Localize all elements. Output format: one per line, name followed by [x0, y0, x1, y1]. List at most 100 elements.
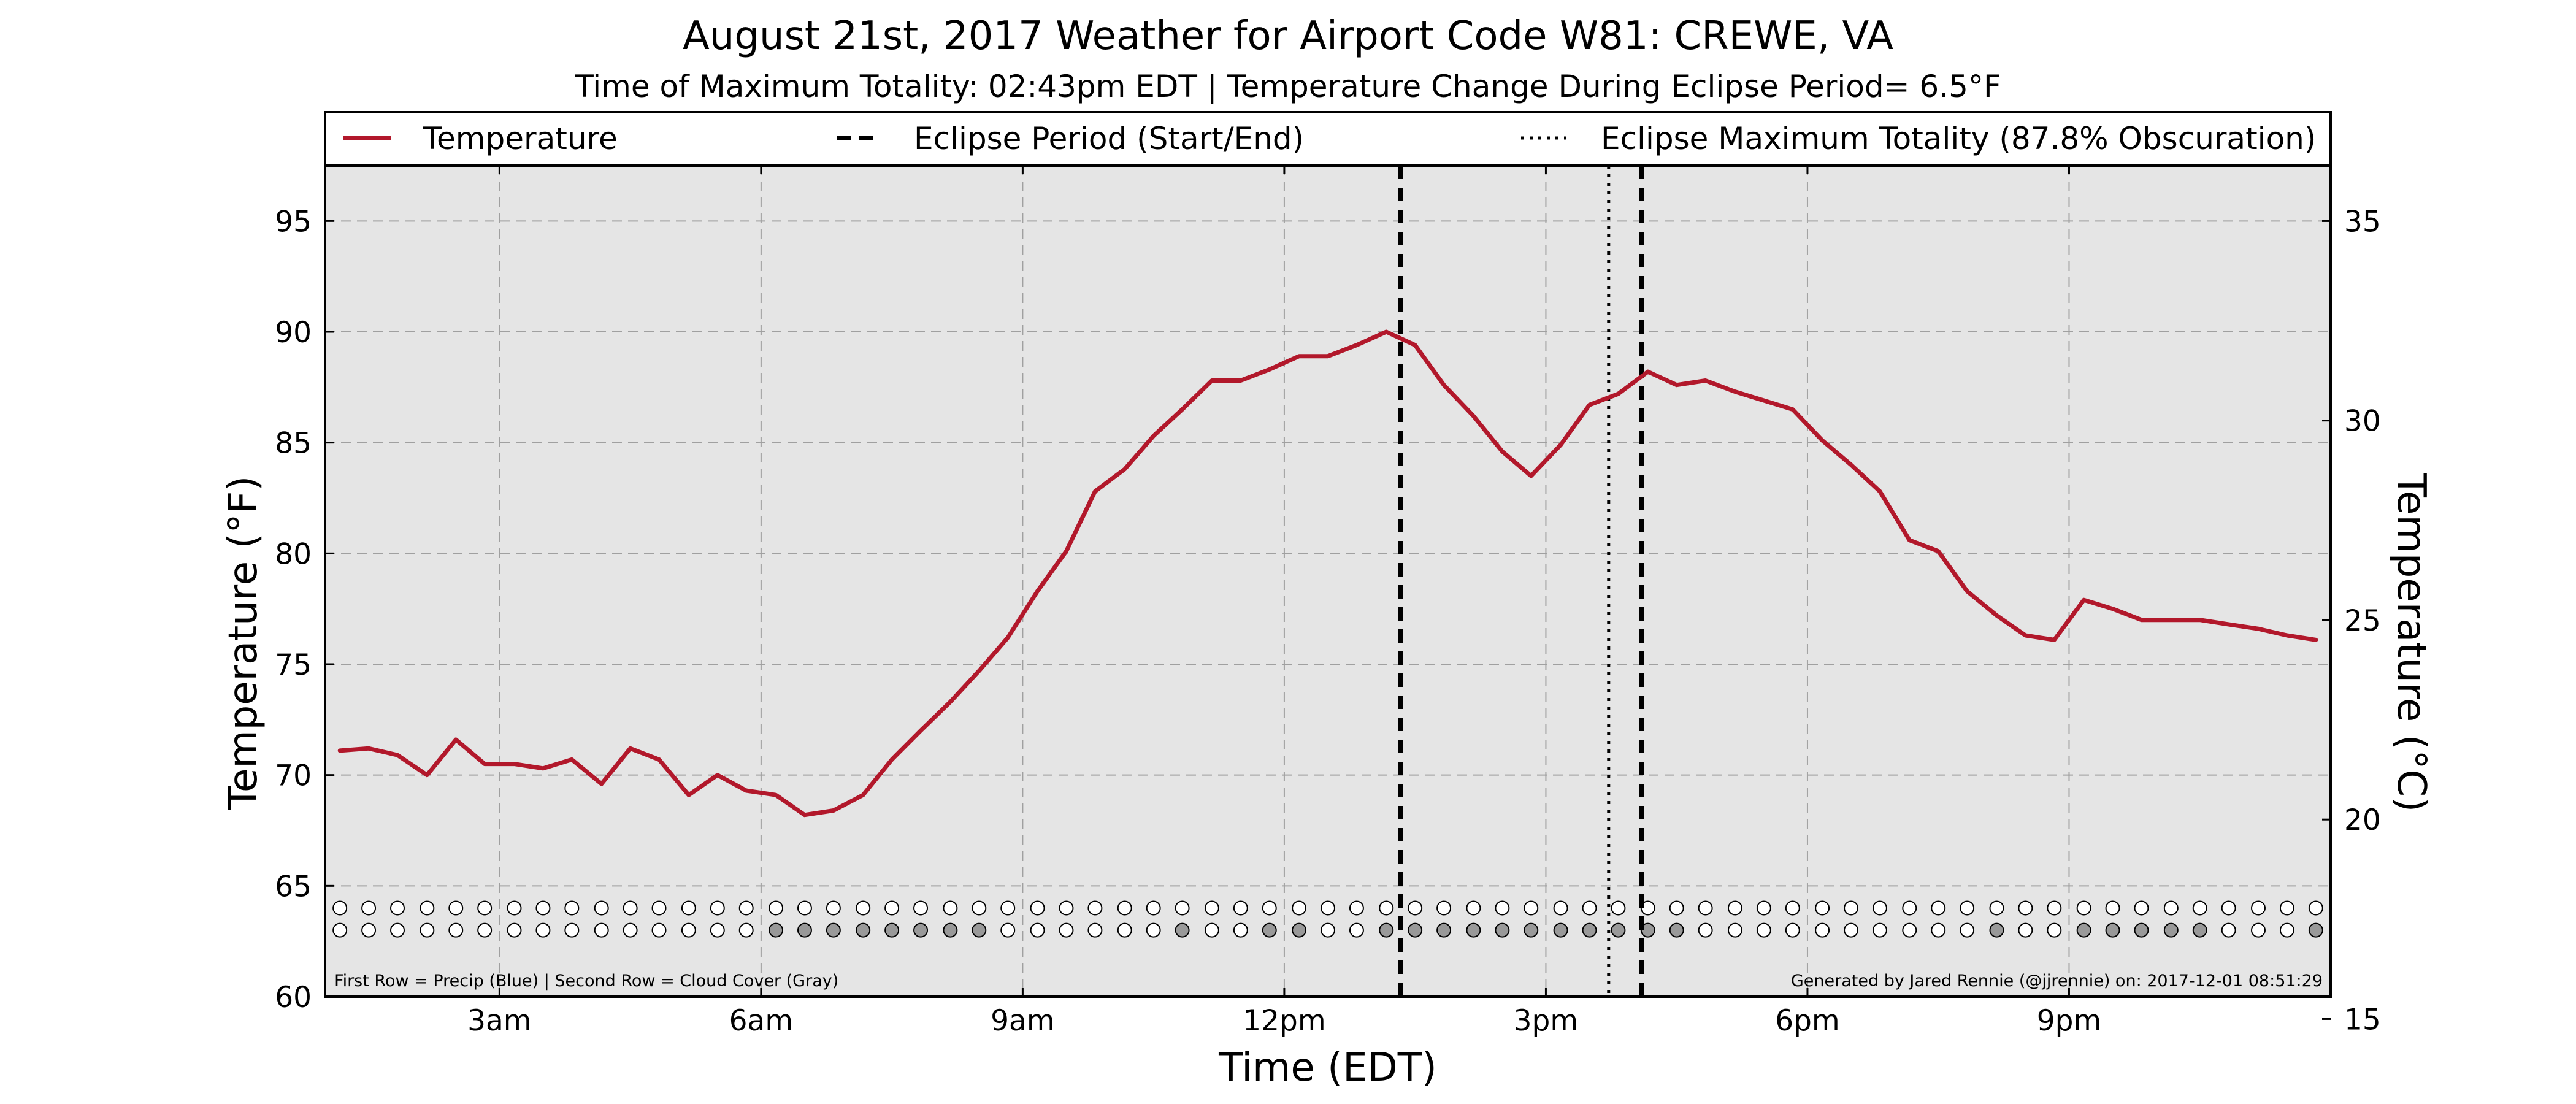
cloud-indicator: [1553, 922, 1568, 938]
y-tick-label: 80: [275, 537, 312, 571]
y-right-tick-label: 15: [2344, 1003, 2381, 1037]
x-tick-label: 9am: [991, 1004, 1055, 1038]
axis-ticks: 3am 6am 9am 12pm 3pm 6pm 9pm 60 65 70 75 80 85 90 95 15…: [275, 166, 2381, 1038]
y-right-tick-label: 20: [2344, 803, 2381, 837]
precip-indicator: [1989, 900, 2004, 916]
precip-indicator: [1146, 900, 1161, 916]
precip-indicator: [681, 900, 696, 916]
cloud-indicator: [2308, 922, 2323, 938]
x-tick-label: 3am: [467, 1004, 532, 1038]
precip-indicator: [2134, 900, 2149, 916]
precip-indicator: [710, 900, 725, 916]
precip-indicator: [1087, 900, 1103, 916]
precip-indicator: [2279, 900, 2294, 916]
cloud-indicator: [738, 922, 754, 938]
precip-indicator: [1321, 900, 1335, 916]
cloud-indicator: [1379, 922, 1394, 938]
x-axis-label: Time (EDT): [1218, 1045, 1437, 1091]
cloud-indicator: [2163, 922, 2179, 938]
precip-indicator: [1931, 900, 1946, 916]
cloud-indicator: [856, 922, 871, 938]
indicator-rows: [332, 900, 2323, 938]
precip-indicator: [1436, 900, 1452, 916]
precip-indicator: [1960, 900, 1975, 916]
precip-indicator: [1553, 900, 1568, 916]
cloud-indicator: [651, 922, 667, 938]
cloud-indicator: [1669, 922, 1684, 938]
y-right-tick-label: 35: [2344, 205, 2381, 239]
cloud-indicator: [1960, 922, 1975, 938]
precip-indicator: [1727, 900, 1742, 916]
y-right-tick-label: 25: [2344, 604, 2381, 638]
cloud-indicator: [797, 922, 812, 938]
cloud-indicator: [1233, 922, 1248, 938]
cloud-indicator: [1756, 922, 1771, 938]
precip-indicator: [2221, 900, 2236, 916]
precip-indicator: [826, 900, 841, 916]
precip-indicator: [361, 900, 377, 916]
cloud-indicator: [1844, 922, 1859, 938]
cloud-indicator: [448, 922, 464, 938]
chart-title: August 21st, 2017 Weather for Airport Co…: [683, 13, 1893, 59]
grid-lines: [325, 166, 2331, 997]
cloud-indicator: [361, 922, 377, 938]
cloud-indicator: [332, 922, 348, 938]
precip-indicator: [943, 900, 958, 916]
cloud-indicator: [1175, 922, 1190, 938]
cloud-indicator: [1931, 922, 1946, 938]
cloud-indicator: [1466, 922, 1481, 938]
precip-indicator: [1466, 900, 1481, 916]
cloud-indicator: [477, 922, 493, 938]
precip-indicator: [2163, 900, 2179, 916]
cloud-indicator: [1611, 922, 1626, 938]
eclipse-lines: [1398, 166, 1644, 997]
cloud-indicator: [1000, 922, 1016, 938]
precip-indicator: [651, 900, 667, 916]
cloud-indicator: [2134, 922, 2149, 938]
cloud-indicator: [535, 922, 551, 938]
precip-indicator: [913, 900, 929, 916]
x-tick-label: 12pm: [1243, 1004, 1325, 1038]
precip-indicator: [2105, 900, 2120, 916]
cloud-indicator: [2250, 922, 2266, 938]
cloud-indicator: [2279, 922, 2294, 938]
precip-indicator: [507, 900, 522, 916]
cloud-indicator: [1087, 922, 1103, 938]
legend-label: Eclipse Period (Start/End): [914, 121, 1304, 156]
x-tick-label: 9pm: [2037, 1004, 2102, 1038]
precip-indicator: [2018, 900, 2033, 916]
precip-indicator: [1756, 900, 1771, 916]
precip-indicator: [1669, 900, 1684, 916]
legend-label: Temperature: [423, 121, 618, 156]
temperature-series-line: [337, 329, 2318, 818]
precip-indicator: [420, 900, 435, 916]
cloud-indicator: [1117, 922, 1132, 938]
cloud-indicator: [594, 922, 609, 938]
precip-indicator: [1175, 900, 1190, 916]
cloud-indicator: [564, 922, 580, 938]
precip-indicator: [564, 900, 580, 916]
precip-indicator: [2192, 900, 2207, 916]
cloud-indicator: [507, 922, 522, 938]
cloud-indicator: [1902, 922, 1917, 938]
precip-indicator: [332, 900, 348, 916]
precip-indicator: [1815, 900, 1830, 916]
precip-indicator: [738, 900, 754, 916]
precip-indicator: [594, 900, 609, 916]
cloud-indicator: [2221, 922, 2236, 938]
precip-indicator: [1844, 900, 1859, 916]
cloud-indicator: [1146, 922, 1161, 938]
cloud-indicator: [1349, 922, 1364, 938]
cloud-indicator: [2105, 922, 2120, 938]
cloud-indicator: [826, 922, 841, 938]
plot-area: [325, 166, 2331, 997]
precip-indicator: [448, 900, 464, 916]
cloud-indicator: [884, 922, 900, 938]
precip-indicator: [535, 900, 551, 916]
precip-indicator: [856, 900, 871, 916]
y-tick-label: 60: [275, 981, 312, 1014]
precip-indicator: [1611, 900, 1626, 916]
y-tick-label: 75: [275, 648, 312, 682]
y-tick-label: 95: [275, 205, 312, 239]
cloud-indicator: [623, 922, 638, 938]
